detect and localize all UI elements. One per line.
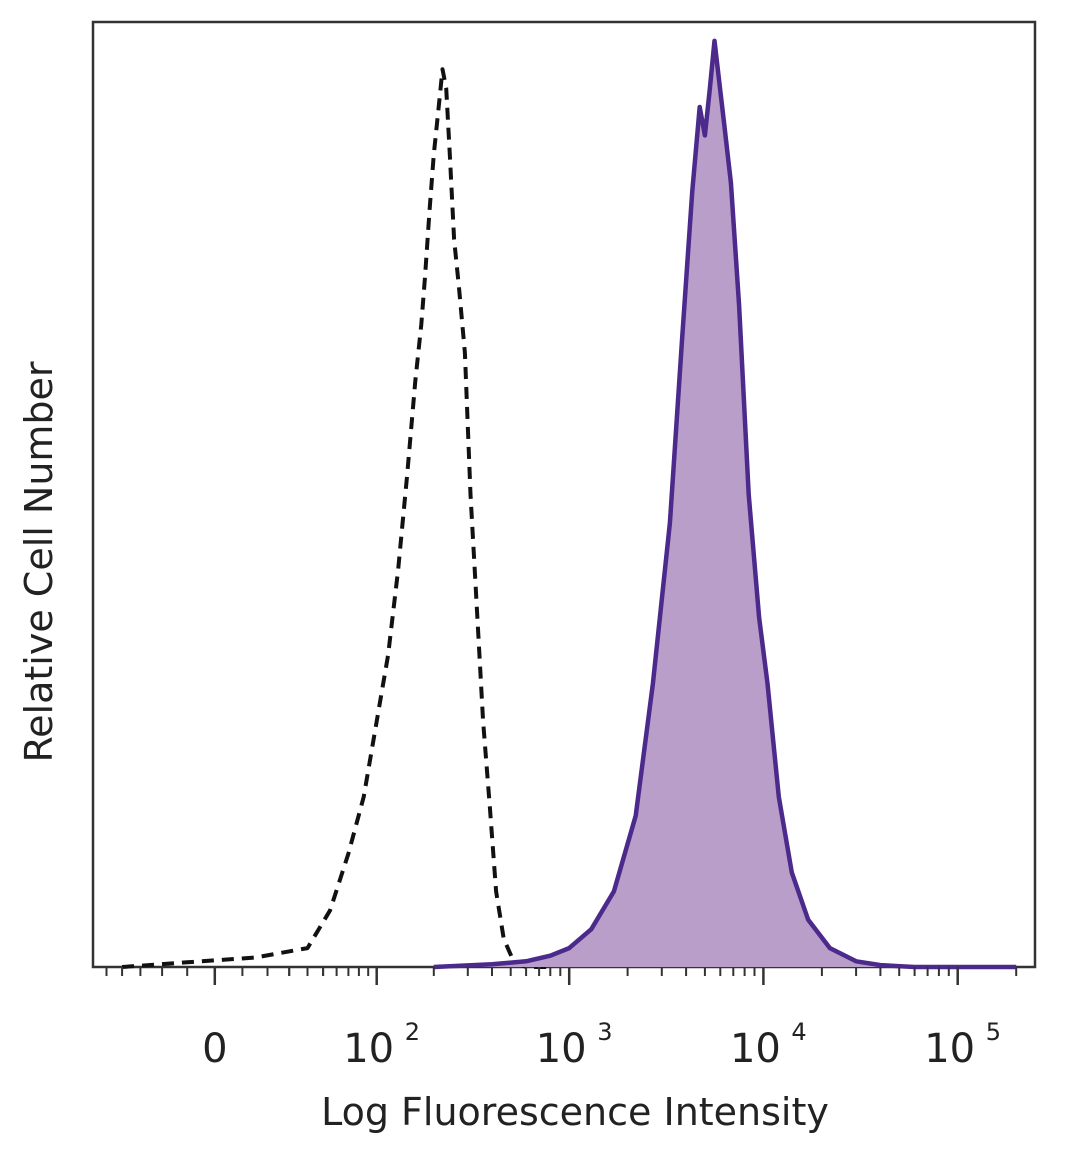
x-tick-label-base: 10	[924, 1026, 975, 1072]
x-tick-label-exponent: 2	[405, 1018, 420, 1046]
x-tick-layer	[105, 967, 1018, 985]
x-tick-label-base: 10	[343, 1026, 394, 1072]
x-axis-title: Log Fluorescence Intensity	[321, 1090, 829, 1134]
x-tick-label-base: 10	[536, 1026, 587, 1072]
series-1-line	[433, 38, 1017, 970]
series-1-fill	[433, 40, 1017, 967]
series-0-line	[121, 67, 551, 969]
x-tick-label-base: 0	[202, 1026, 227, 1072]
x-tick-label: 10 4	[730, 1018, 807, 1072]
x-tick-label-layer: 0 10 2 10 3 10 4 10 5	[202, 1018, 1001, 1072]
y-axis-title: Relative Cell Number	[17, 361, 61, 762]
x-tick-label-exponent: 3	[597, 1018, 612, 1046]
plot-frame	[91, 20, 1037, 969]
x-tick-label: 10 2	[343, 1018, 420, 1072]
x-tick-label-exponent: 4	[791, 1018, 806, 1046]
x-tick-label-exponent: 5	[986, 1018, 1001, 1046]
x-tick-label: 10 5	[924, 1018, 1001, 1072]
x-tick-label: 10 3	[536, 1018, 613, 1072]
x-tick-label: 0	[202, 1026, 227, 1072]
x-tick-label-base: 10	[730, 1026, 781, 1072]
series-layer	[121, 38, 1017, 970]
